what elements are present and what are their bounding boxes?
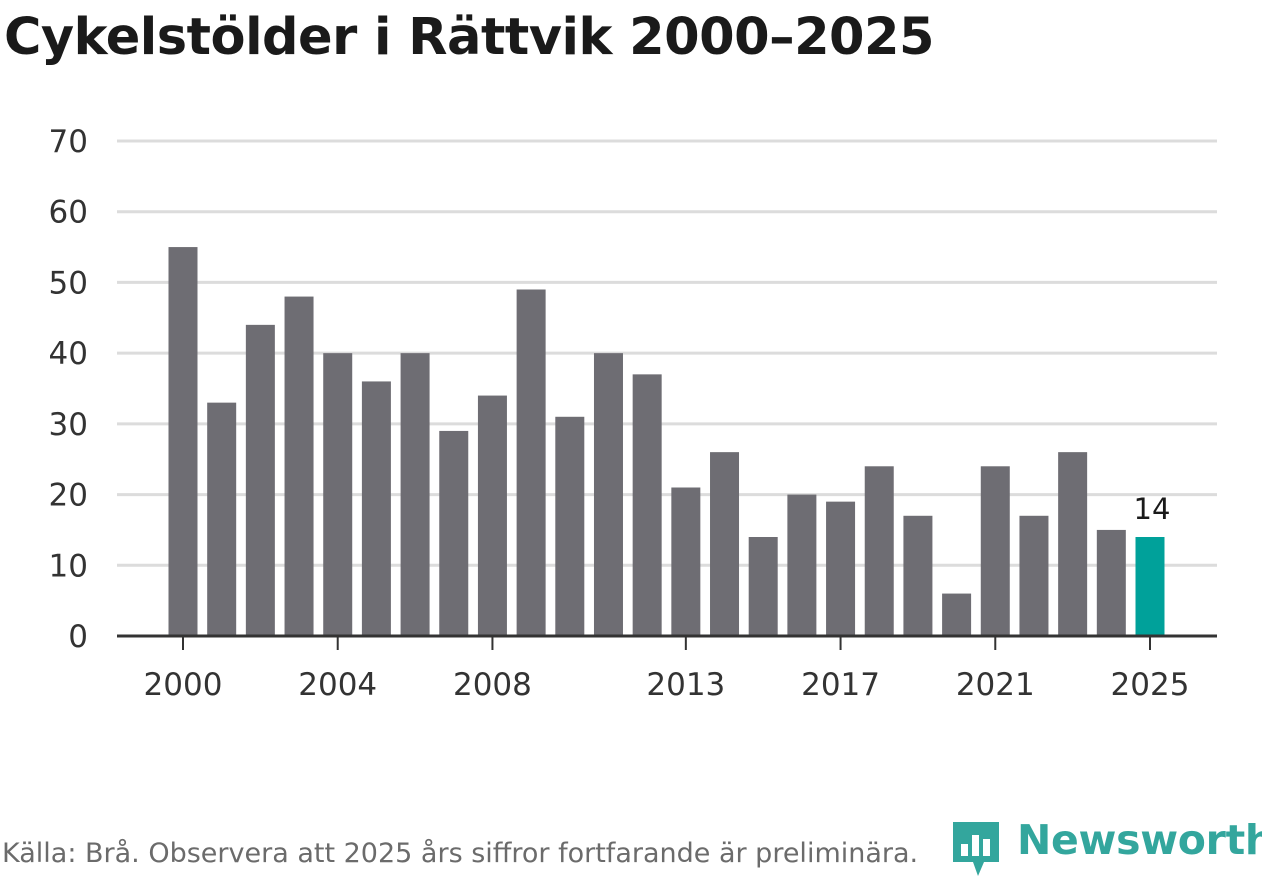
bar: [632, 374, 662, 636]
bar: [593, 353, 623, 636]
bar: [1096, 529, 1126, 636]
y-tick-label: 30: [49, 407, 88, 443]
bar: [284, 296, 314, 636]
bar: [826, 501, 856, 636]
y-tick-label: 0: [68, 619, 88, 655]
bar: [1058, 452, 1088, 636]
x-tick-label: 2025: [1111, 667, 1190, 703]
bar: [864, 466, 894, 636]
x-tick-label: 2021: [956, 667, 1035, 703]
brand-name: Newsworthy: [1017, 816, 1262, 864]
bar: [477, 395, 507, 636]
bar: [980, 466, 1010, 636]
bar: [516, 289, 546, 636]
bar-chart-icon: [953, 822, 999, 876]
bar: [361, 381, 391, 636]
y-tick-label: 10: [49, 548, 88, 584]
annotations: 14: [1134, 492, 1171, 526]
bar-chart: 0 10 20 30 40 50 60 70 2000 2004 2008 2013 2017 2021…: [49, 124, 1217, 703]
chart-title: Cykelstölder i Rättvik 2000–2025: [4, 8, 935, 67]
x-axis-ticks: 2000 2004 2008 2013 2017 2021 2025: [144, 636, 1190, 703]
y-tick-label: 70: [49, 124, 88, 160]
bar: [787, 494, 817, 636]
bar: [671, 487, 701, 636]
bar: [323, 353, 353, 636]
bar: [942, 593, 972, 636]
bar: [400, 353, 430, 636]
x-tick-label: 2004: [298, 667, 377, 703]
bar: [168, 247, 198, 637]
bar: [555, 416, 585, 636]
x-tick-label: 2000: [144, 667, 223, 703]
y-tick-label: 40: [49, 336, 88, 372]
x-tick-label: 2013: [646, 667, 725, 703]
x-tick-label: 2008: [453, 667, 532, 703]
bar: [1019, 515, 1049, 636]
gridlines: [117, 139, 1217, 567]
bar: [1135, 537, 1165, 636]
y-axis-ticks: 0 10 20 30 40 50 60 70: [49, 124, 88, 655]
bar: [748, 537, 778, 636]
bar: [207, 402, 237, 636]
bar: [710, 452, 740, 636]
data-label: 14: [1134, 492, 1171, 526]
y-tick-label: 60: [49, 195, 88, 231]
bar: [439, 430, 469, 636]
source-note: Källa: Brå. Observera att 2025 års siffr…: [2, 838, 919, 869]
y-tick-label: 50: [49, 265, 88, 301]
x-tick-label: 2017: [801, 667, 880, 703]
bar: [903, 515, 933, 636]
y-tick-label: 20: [49, 478, 88, 514]
bars: [168, 247, 1165, 637]
bar: [245, 324, 275, 636]
newsworthy-logo: [953, 822, 999, 876]
